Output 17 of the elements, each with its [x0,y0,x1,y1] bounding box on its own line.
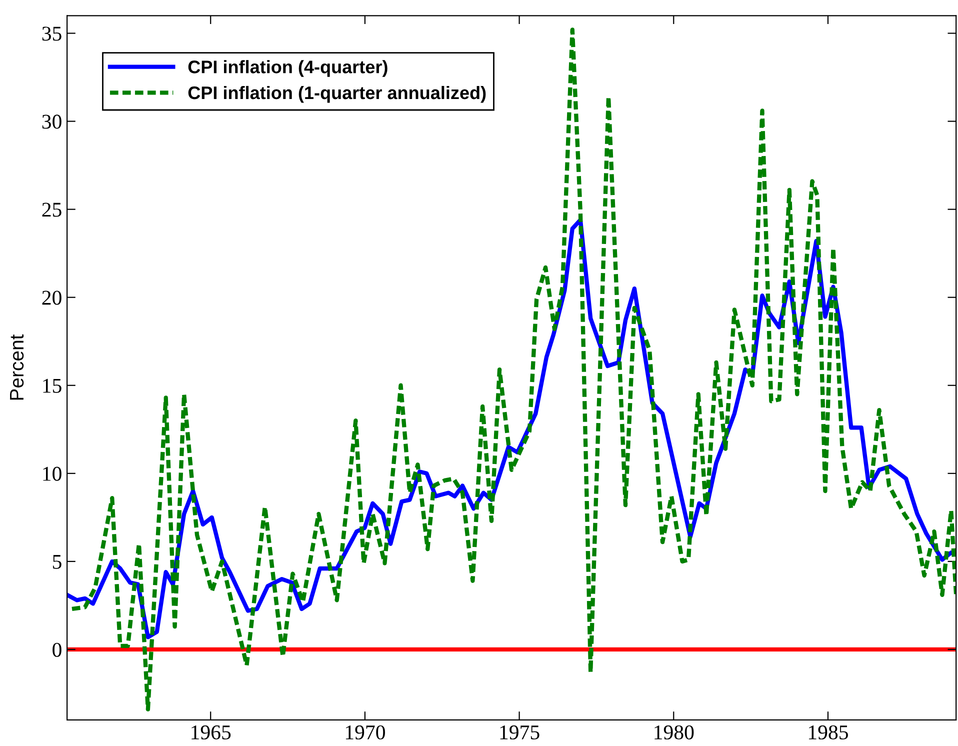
y-tick-label: 10 [43,466,62,481]
legend-label: CPI inflation (1-quarter annualized) [188,86,486,103]
line-series [70,28,956,712]
x-tick-label: 1965 [192,725,231,740]
x-tick-label: 1970 [346,725,385,740]
x-tick-label: 1980 [654,725,694,740]
y-tick-label: 25 [42,202,62,217]
x-tick-label: 1985 [808,725,848,740]
y-tick-label: 15 [43,378,62,393]
y-axis-title: Percent [10,334,24,400]
y-tick-label: 20 [42,290,62,305]
x-tick-label: 1975 [500,725,540,740]
y-tick-label: 5 [52,555,62,569]
legend-label: CPI inflation (4-quarter) [188,60,388,77]
y-tick-label: 35 [42,26,62,41]
y-tick-label: 0 [52,642,62,657]
y-tick-label: 30 [42,114,62,129]
